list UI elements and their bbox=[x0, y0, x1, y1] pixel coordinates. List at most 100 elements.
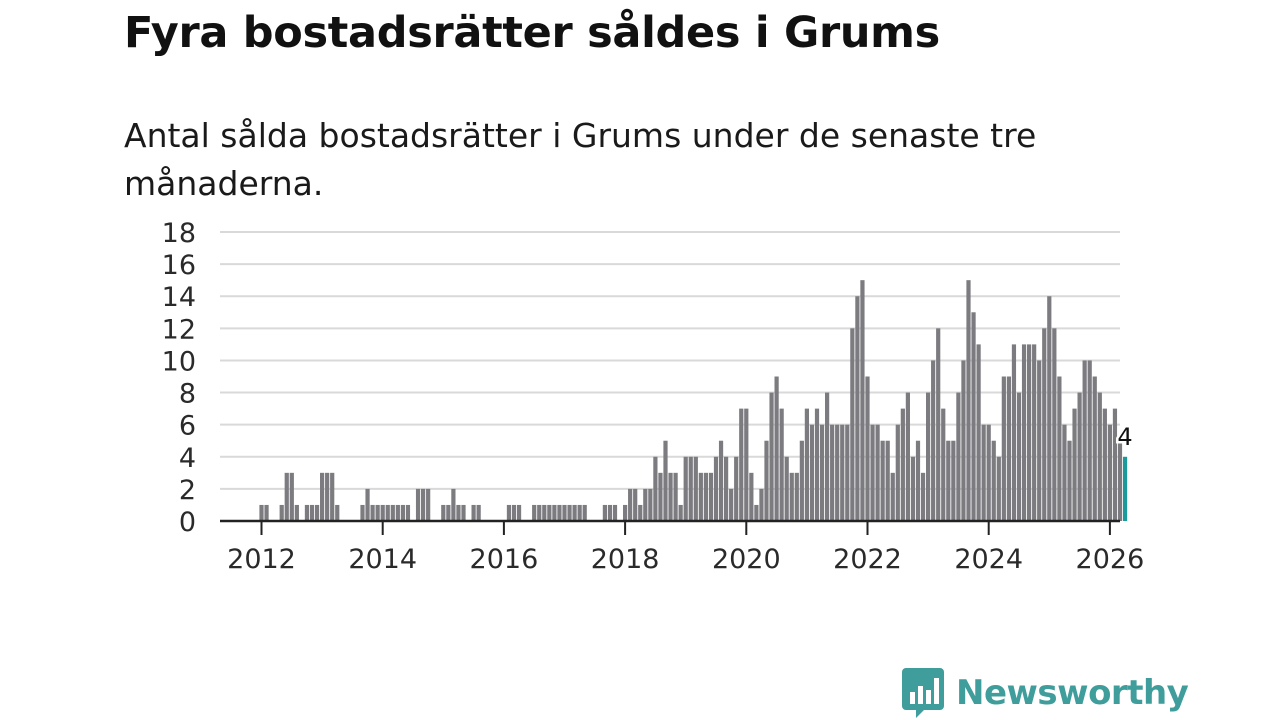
bar bbox=[309, 504, 315, 521]
bar bbox=[729, 488, 734, 521]
bar bbox=[628, 488, 633, 521]
bar bbox=[860, 280, 865, 521]
bar bbox=[855, 296, 860, 521]
bar bbox=[456, 504, 461, 521]
x-tick-label: 2020 bbox=[712, 544, 781, 575]
bar bbox=[1037, 360, 1042, 521]
bar bbox=[1097, 392, 1102, 521]
bar bbox=[1006, 376, 1011, 521]
bar bbox=[835, 424, 840, 521]
bar bbox=[390, 504, 395, 521]
bar bbox=[537, 504, 542, 521]
bar bbox=[754, 504, 759, 521]
bar bbox=[1082, 360, 1087, 521]
bar bbox=[759, 488, 764, 521]
bar bbox=[880, 440, 885, 521]
bar bbox=[567, 504, 572, 521]
bar bbox=[1047, 296, 1052, 521]
y-tick-label: 14 bbox=[162, 282, 196, 313]
bar bbox=[915, 440, 921, 521]
x-tick-label: 2016 bbox=[470, 544, 539, 575]
bar bbox=[400, 504, 405, 521]
bar bbox=[365, 488, 370, 521]
bar bbox=[734, 456, 739, 521]
y-tick-label: 10 bbox=[162, 346, 196, 377]
bar bbox=[885, 440, 890, 521]
bar bbox=[1072, 408, 1077, 521]
bar bbox=[784, 456, 789, 521]
bar bbox=[789, 472, 794, 521]
bar bbox=[895, 424, 900, 521]
bar bbox=[547, 504, 552, 521]
y-tick-label: 6 bbox=[179, 411, 196, 442]
bar bbox=[602, 504, 607, 521]
bar bbox=[850, 328, 855, 521]
bar bbox=[749, 472, 754, 521]
bar bbox=[961, 360, 966, 521]
bar bbox=[653, 456, 658, 521]
bar bbox=[718, 440, 724, 521]
bar bbox=[415, 488, 421, 521]
bar bbox=[279, 504, 284, 521]
bar bbox=[385, 504, 390, 521]
bar bbox=[1032, 344, 1037, 521]
bar bbox=[1057, 376, 1062, 521]
bar bbox=[1112, 408, 1118, 521]
bar bbox=[865, 376, 870, 521]
bar bbox=[441, 504, 446, 521]
x-axis-ticks: 2012 2014 2016 2018 2020 2022 2024 2026 bbox=[227, 521, 1144, 575]
bar bbox=[335, 504, 340, 521]
bar-chart-speech-bubble-icon bbox=[902, 668, 944, 718]
bar bbox=[557, 504, 562, 521]
bar bbox=[289, 472, 294, 521]
bar bbox=[981, 424, 986, 521]
bar bbox=[476, 504, 481, 521]
bar bbox=[471, 504, 476, 521]
bar bbox=[920, 472, 926, 521]
bar bbox=[663, 440, 668, 521]
bar bbox=[259, 504, 264, 521]
bar bbox=[542, 504, 547, 521]
brand-name: Newsworthy bbox=[956, 673, 1189, 713]
x-tick-label: 2026 bbox=[1076, 544, 1145, 575]
bar bbox=[325, 472, 330, 521]
bar bbox=[532, 504, 537, 521]
bar bbox=[562, 504, 567, 521]
bar bbox=[294, 504, 299, 521]
x-tick-label: 2012 bbox=[227, 544, 296, 575]
bar bbox=[658, 472, 663, 521]
y-tick-label: 18 bbox=[162, 218, 196, 249]
bar bbox=[986, 424, 991, 521]
bar-highlight bbox=[1122, 456, 1128, 521]
bar bbox=[633, 488, 638, 521]
bar bbox=[607, 504, 613, 521]
bar bbox=[314, 504, 320, 521]
bar bbox=[506, 504, 512, 521]
bar bbox=[451, 488, 456, 521]
bar bbox=[304, 504, 310, 521]
bar bbox=[870, 424, 875, 521]
bar bbox=[845, 424, 850, 521]
bar bbox=[819, 424, 825, 521]
data-label-latest: 4 bbox=[1117, 423, 1132, 451]
bar bbox=[905, 392, 910, 521]
bar bbox=[320, 472, 325, 521]
bar bbox=[956, 392, 961, 521]
bar bbox=[1021, 344, 1027, 521]
bar bbox=[1062, 424, 1067, 521]
bar bbox=[683, 456, 688, 521]
bar bbox=[1077, 392, 1082, 521]
bar bbox=[1092, 376, 1097, 521]
bar bbox=[1102, 408, 1107, 521]
bar bbox=[830, 424, 835, 521]
bar bbox=[946, 440, 951, 521]
bar bbox=[446, 504, 451, 521]
y-tick-label: 2 bbox=[179, 475, 196, 506]
bar bbox=[1117, 440, 1123, 521]
bar bbox=[552, 504, 557, 521]
bar bbox=[804, 408, 809, 521]
bar bbox=[678, 504, 683, 521]
bar bbox=[703, 472, 708, 521]
chart-subtitle: Antal sålda bostadsrätter i Grums under … bbox=[124, 116, 1037, 203]
